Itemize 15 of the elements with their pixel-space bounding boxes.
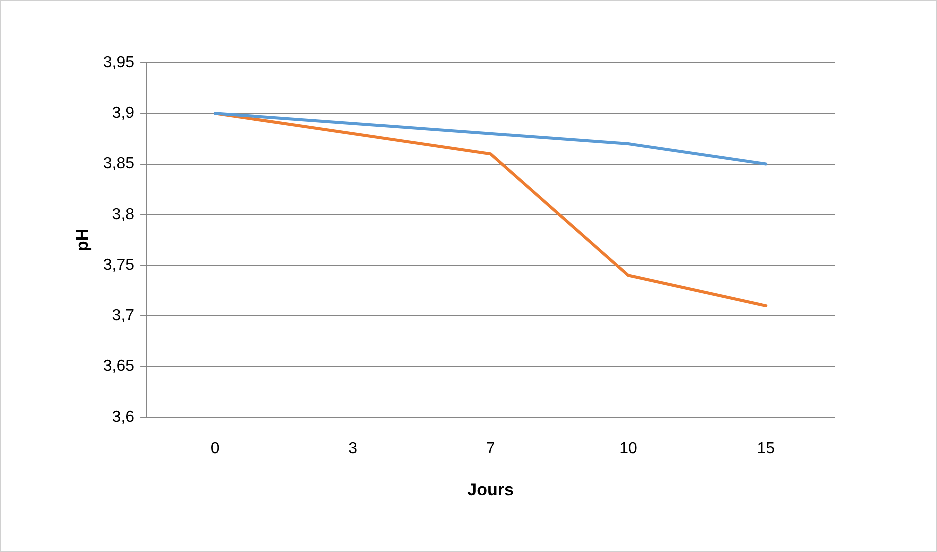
- x-tick-label: 15: [757, 440, 776, 458]
- y-tick-label: 3,65: [103, 358, 135, 376]
- y-tick-label: 3,95: [103, 54, 135, 72]
- x-tick-label: 10: [620, 440, 638, 458]
- y-tick-label: 3,75: [103, 256, 135, 274]
- x-tick-label: 3: [348, 440, 358, 458]
- y-tick-label: 3,8: [112, 206, 135, 224]
- x-tick-label: 7: [486, 440, 496, 458]
- y-tick-label: 3,7: [112, 308, 135, 325]
- y-tick-label: 3,6: [112, 408, 135, 426]
- y-tick-label: 3,85: [103, 156, 135, 173]
- y-tick-label: 3,9: [112, 105, 135, 122]
- x-axis-title: Jours: [468, 480, 514, 500]
- y-axis-title: pH: [72, 228, 92, 252]
- x-tick-label: 0: [210, 440, 220, 458]
